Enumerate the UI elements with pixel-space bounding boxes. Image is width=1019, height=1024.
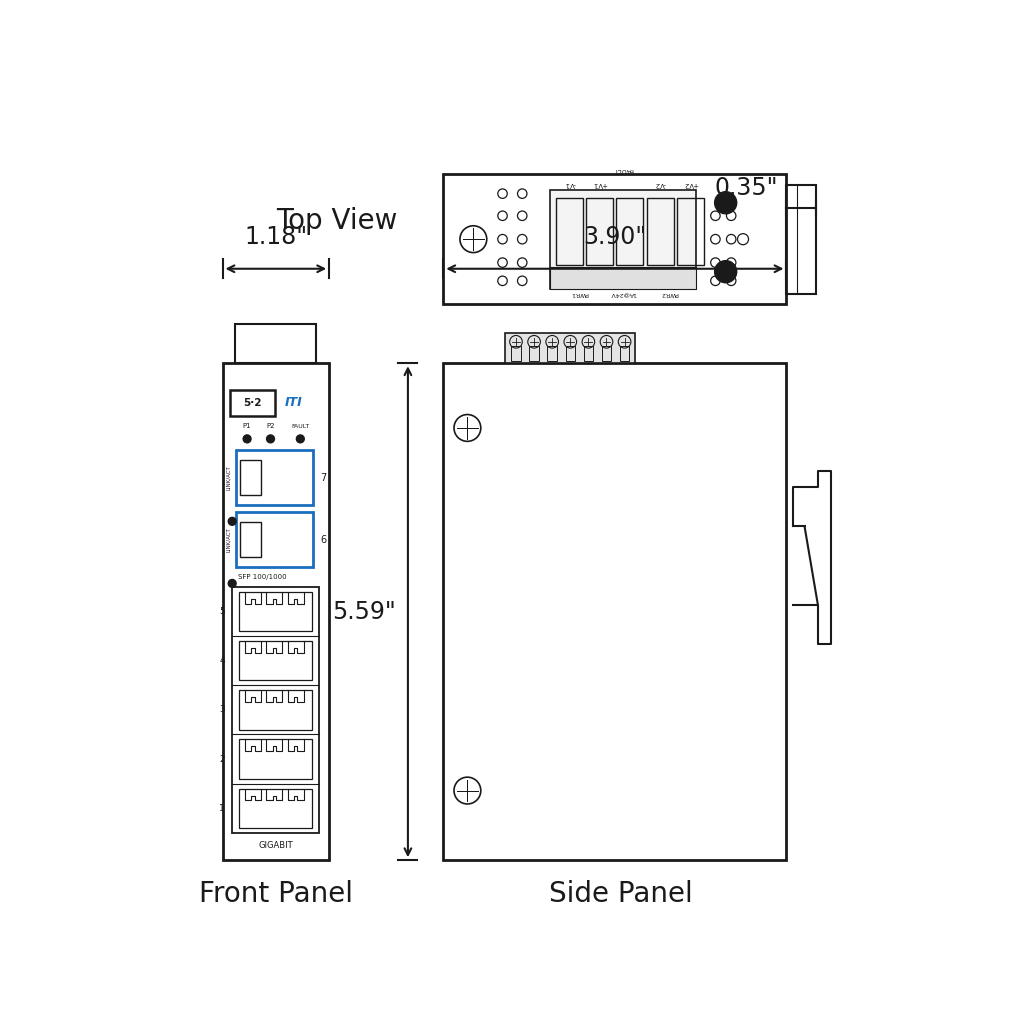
Bar: [586, 198, 613, 265]
Bar: [236, 512, 313, 567]
Bar: [232, 587, 320, 833]
Bar: [677, 198, 704, 265]
Text: ITI: ITI: [284, 396, 302, 410]
Text: P2: P2: [266, 423, 275, 429]
Bar: [616, 198, 643, 265]
Text: 0.35": 0.35": [715, 176, 779, 200]
Circle shape: [228, 580, 236, 588]
Text: 3: 3: [219, 706, 225, 715]
Bar: [556, 198, 583, 265]
Bar: [239, 521, 261, 557]
Text: LINK/ACT: LINK/ACT: [226, 527, 231, 552]
Bar: [239, 788, 313, 827]
Circle shape: [714, 261, 737, 283]
Text: -V1: -V1: [564, 180, 576, 186]
Text: SFP 100/1000: SFP 100/1000: [237, 574, 286, 581]
Circle shape: [267, 435, 274, 442]
Bar: [647, 198, 674, 265]
Bar: [230, 390, 275, 416]
Circle shape: [714, 191, 737, 214]
Text: Front Panel: Front Panel: [200, 880, 354, 908]
Bar: [239, 460, 261, 495]
Text: PWR1: PWR1: [570, 291, 588, 296]
Bar: [620, 346, 630, 361]
Text: 1A@24V: 1A@24V: [609, 291, 636, 296]
Text: 7: 7: [321, 473, 327, 482]
Text: 6: 6: [321, 535, 327, 545]
Bar: [443, 364, 787, 860]
Text: GIGABIT: GIGABIT: [259, 841, 293, 850]
Text: 2: 2: [219, 755, 225, 764]
Text: 3.90": 3.90": [583, 225, 646, 249]
Bar: [235, 324, 316, 364]
Text: 5: 5: [219, 607, 225, 616]
Text: FAULT: FAULT: [612, 167, 633, 173]
Bar: [222, 364, 329, 860]
Bar: [512, 346, 521, 361]
Bar: [505, 334, 636, 364]
Text: 1.18": 1.18": [245, 225, 308, 249]
Bar: [239, 592, 313, 631]
Bar: [584, 346, 593, 361]
Text: PWR2: PWR2: [660, 291, 679, 296]
Bar: [787, 184, 816, 294]
Text: 5.59": 5.59": [332, 600, 396, 624]
Circle shape: [297, 435, 305, 442]
Bar: [239, 690, 313, 729]
Circle shape: [228, 517, 236, 525]
Bar: [550, 267, 696, 289]
Text: P1: P1: [243, 423, 252, 429]
Bar: [236, 451, 313, 505]
Bar: [239, 641, 313, 680]
Text: +V1: +V1: [592, 180, 607, 186]
Bar: [239, 739, 313, 778]
Text: 1: 1: [219, 804, 225, 813]
Bar: [443, 174, 787, 304]
Text: FAULT: FAULT: [291, 424, 310, 429]
Bar: [566, 346, 575, 361]
Text: Side Panel: Side Panel: [549, 880, 693, 908]
Text: Top View: Top View: [276, 208, 397, 236]
Bar: [602, 346, 611, 361]
Circle shape: [244, 435, 251, 442]
Text: LINK/ACT: LINK/ACT: [226, 465, 231, 490]
Text: +V2: +V2: [683, 180, 698, 186]
Text: 4: 4: [219, 656, 225, 666]
Bar: [547, 346, 557, 361]
Text: 5·2: 5·2: [244, 397, 262, 408]
Bar: [529, 346, 539, 361]
Bar: [550, 189, 696, 289]
Text: -V2: -V2: [654, 180, 665, 186]
